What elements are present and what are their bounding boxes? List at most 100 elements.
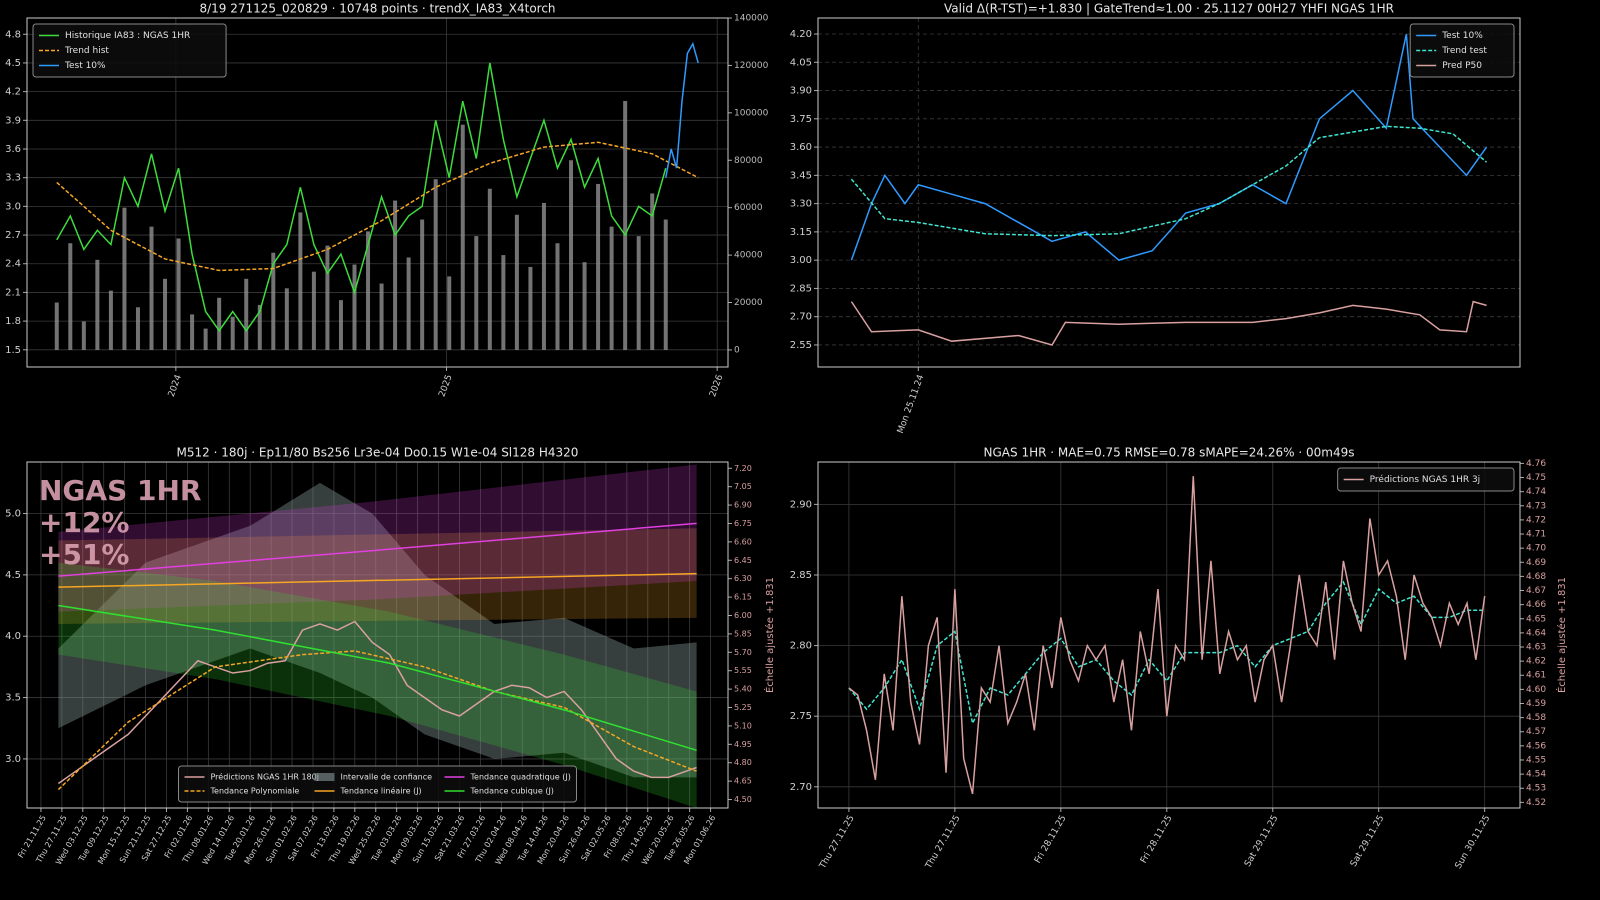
x-tick-label: Sat 29.11.25 — [1243, 814, 1281, 869]
bar — [569, 160, 574, 350]
y-tick-label: 4.5 — [5, 58, 21, 69]
y-tick-label: 3.00 — [790, 255, 812, 266]
x-tick-label: 2024 — [167, 373, 184, 398]
y-tick-label: 2.55 — [790, 340, 812, 351]
annotation: NGAS 1HR — [39, 474, 201, 507]
y2-tick-label: 4.95 — [734, 740, 752, 749]
bar — [217, 297, 222, 350]
bar — [54, 302, 59, 350]
bar — [244, 278, 249, 350]
bar — [203, 328, 208, 350]
y2-tick-label: 4.68 — [1526, 572, 1546, 582]
y2-tick-label: 4.69 — [1526, 558, 1546, 568]
plot-area — [818, 18, 1520, 367]
y-tick-label: 4.0 — [5, 631, 21, 642]
series-line — [850, 33, 1488, 261]
y2-tick-label: 4.75 — [1526, 473, 1546, 483]
bar — [352, 264, 357, 350]
y2-tick-label: 60000 — [734, 203, 763, 213]
y2-tick-label: 6.75 — [734, 519, 752, 528]
bar — [596, 183, 601, 350]
y2-tick-label: 4.71 — [1526, 530, 1546, 540]
y2-tick-label: 4.65 — [734, 777, 752, 786]
y2-tick-label: 4.59 — [1526, 699, 1546, 709]
x-tick-label: 2026 — [708, 373, 725, 398]
annotation: +51% — [39, 538, 129, 571]
bar — [81, 321, 86, 350]
bar — [325, 245, 330, 350]
y2-tick-label: 4.63 — [1526, 643, 1546, 653]
y-tick-label: 3.3 — [5, 173, 21, 184]
bar — [271, 252, 276, 350]
y2-tick-label: 4.64 — [1526, 628, 1546, 638]
bar — [501, 255, 506, 350]
legend-label: Tendance quadratique (J) — [470, 773, 571, 782]
series-line — [57, 620, 697, 785]
series-line — [58, 604, 697, 752]
y2-tick-label: 4.72 — [1526, 515, 1546, 525]
y2-tick-label: 120000 — [734, 61, 769, 71]
y2-tick-label: 5.70 — [734, 648, 752, 657]
band — [58, 482, 697, 778]
series-line — [57, 650, 697, 791]
bar — [663, 219, 668, 350]
y-tick-label: 3.0 — [5, 754, 21, 765]
y-tick-label: 4.5 — [5, 570, 21, 581]
y2-tick-label: 100000 — [734, 108, 769, 118]
chart-title: NGAS 1HR · MAE=0.75 RMSE=0.78 sMAPE=24.2… — [984, 446, 1355, 460]
y2-tick-label: 4.57 — [1526, 727, 1546, 737]
bar — [433, 179, 438, 350]
plot-frame — [26, 17, 729, 368]
plot — [818, 462, 1520, 808]
legend-box — [1409, 23, 1515, 78]
y2-tick-label: 4.53 — [1526, 784, 1546, 794]
series-line — [850, 300, 1487, 346]
x-tick-label: Thu 27.11.25 — [924, 814, 963, 872]
bar — [420, 219, 425, 350]
y-tick-label: 5.0 — [5, 509, 21, 520]
y2-tick-label: 4.70 — [1526, 544, 1546, 554]
y-tick-label: 2.80 — [790, 641, 812, 652]
y2-tick-label: 6.90 — [734, 501, 752, 510]
legend-label: Test 10% — [1441, 31, 1483, 41]
bar — [298, 212, 303, 350]
series-line — [665, 41, 699, 178]
y-tick-label: 2.4 — [5, 259, 21, 270]
y2-axis-label: Échelle ajustée +1.831 — [763, 577, 776, 693]
y-tick-label: 3.0 — [5, 201, 21, 212]
y2-tick-label: 4.50 — [734, 795, 752, 804]
chart-title: Valid Δ(R-TST)=+1.830 | GateTrend≈1.00 ·… — [944, 2, 1394, 16]
series-line — [56, 141, 699, 272]
y2-tick-label: 4.62 — [1526, 657, 1546, 667]
plot — [27, 18, 728, 367]
bar — [447, 276, 452, 350]
y2-tick-label: 4.67 — [1526, 586, 1546, 596]
y2-tick-label: 140000 — [734, 14, 769, 24]
bar — [135, 307, 140, 350]
y2-tick-label: 4.80 — [734, 758, 752, 767]
bar — [95, 259, 100, 350]
y2-tick-label: 4.73 — [1526, 501, 1546, 511]
legend-box — [178, 765, 577, 803]
y-tick-label: 4.20 — [790, 29, 812, 40]
y2-tick-label: 4.55 — [1526, 755, 1546, 765]
y-tick-label: 2.75 — [790, 711, 812, 722]
legend-label: Tendance cubique (J) — [470, 787, 554, 796]
band — [58, 528, 697, 624]
legend-label: Prédictions NGAS 1HR 180j — [211, 772, 319, 782]
x-tick-label: 2025 — [437, 373, 454, 398]
bar — [284, 288, 289, 350]
series-line — [56, 62, 667, 332]
y-tick-label: 1.5 — [5, 345, 21, 356]
y-tick-label: 3.5 — [5, 693, 21, 704]
bar — [514, 214, 519, 350]
y2-tick-label: 0 — [734, 345, 740, 355]
bar — [257, 304, 262, 350]
y2-tick-label: 5.25 — [734, 703, 752, 712]
y2-tick-label: 4.76 — [1526, 459, 1546, 469]
series-line — [58, 522, 697, 577]
y-tick-label: 2.85 — [790, 570, 812, 581]
y-tick-label: 1.8 — [5, 316, 21, 327]
y-tick-label: 3.45 — [790, 170, 812, 181]
